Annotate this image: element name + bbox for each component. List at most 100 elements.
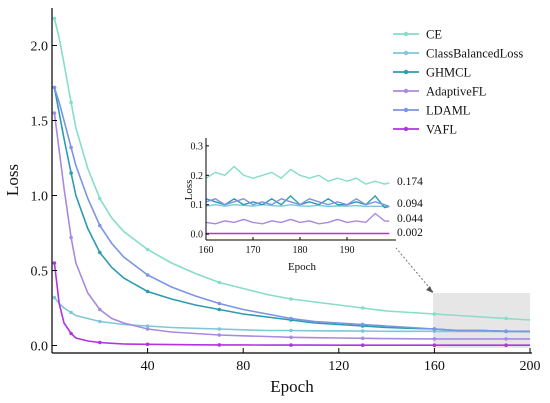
zoom-connector-arrowhead (426, 286, 433, 293)
series-point-vafl (504, 343, 508, 348)
inset-y-axis-label: Loss (183, 180, 195, 201)
series-point-ldaml (360, 322, 365, 327)
series-point-classbalancedloss (145, 324, 150, 328)
x-axis-label: Epoch (270, 377, 314, 396)
inset-series-group (205, 165, 390, 235)
legend-label-classbalancedloss: ClassBalancedLoss (426, 47, 523, 61)
series-point-vafl (98, 340, 102, 345)
legend-label-ldaml: LDAML (426, 104, 470, 118)
series-point-ce (360, 306, 365, 310)
series-point-ldaml (289, 316, 293, 321)
y-tick-label: 1.5 (31, 115, 49, 130)
inset-y-tick-label: 0.3 (191, 141, 204, 152)
inset-background (204, 140, 396, 240)
series-point-ce (69, 100, 73, 105)
series-point-adaptivefl (360, 336, 365, 341)
series-point-vafl (360, 343, 365, 348)
inset-end-value-label: 0.094 (397, 198, 423, 210)
series-point-ghmcl (69, 171, 73, 175)
legend-marker-ghmcl (403, 69, 409, 75)
series-point-ldaml (504, 329, 508, 334)
series-line-ldaml (53, 87, 531, 333)
inset-end-value-label: 0.002 (397, 227, 423, 239)
series-point-adaptivefl (432, 337, 437, 341)
inset-x-axis-label: Epoch (288, 261, 317, 273)
inset-ticks-group: 160 170 180 190 0.0 0.1 0.2 0.3 (191, 141, 355, 256)
series-point-ce (432, 312, 437, 316)
series-point-adaptivefl (504, 337, 508, 341)
series-point-vafl (289, 343, 293, 347)
series-point-ldaml (145, 273, 150, 277)
legend: CE ClassBalancedLoss GHMCL AdaptiveFL LDAML V… (393, 28, 523, 137)
series-point-ce (504, 316, 508, 321)
y-axis-label: Loss (3, 164, 22, 196)
main-ticks-group: 40 80 120 160 200 0.0 0.5 1.0 1.5 2.0 (31, 40, 541, 375)
y-tick-label: 0.0 (31, 340, 49, 355)
series-point-classbalancedloss (360, 329, 365, 333)
series-point-ce (217, 280, 222, 285)
series-point-ce (52, 16, 57, 21)
inset-y-tick-label: 0.0 (191, 230, 204, 241)
series-point-ce (289, 297, 293, 301)
series-point-ldaml (98, 223, 102, 228)
legend-label-vafl: VAFL (426, 123, 457, 137)
series-point-vafl (145, 342, 150, 347)
x-tick-label: 40 (141, 359, 155, 374)
legend-label-ce: CE (426, 28, 442, 42)
inset-end-value-label: 0.174 (397, 176, 423, 188)
series-point-ghmcl (217, 307, 222, 312)
inset-end-value-label: 0.044 (397, 213, 423, 225)
y-tick-label: 0.5 (31, 265, 49, 280)
inset-series-line-classbalancedloss (205, 203, 390, 208)
series-point-vafl (52, 261, 57, 265)
main-series-group (52, 16, 531, 348)
series-point-vafl (69, 331, 73, 336)
zoom-region-highlight (433, 293, 530, 348)
zoom-connector-line (395, 247, 434, 293)
inset-series-line-ldaml (205, 197, 390, 208)
inset-series-line-adaptivefl (205, 212, 390, 225)
series-point-ghmcl (98, 250, 102, 255)
inset-end-labels-group: 0.174 0.094 0.044 0.002 (397, 176, 423, 239)
x-tick-label: 200 (520, 359, 541, 374)
inset-y-tick-label: 0.1 (191, 200, 204, 211)
inset-x-tick-label: 180 (293, 245, 308, 256)
series-point-ldaml (69, 145, 73, 150)
series-point-classbalancedloss (289, 328, 293, 333)
series-point-classbalancedloss (98, 319, 102, 324)
legend-label-adaptivefl: AdaptiveFL (426, 85, 486, 99)
series-point-vafl (217, 343, 222, 347)
legend-label-ghmcl: GHMCL (426, 66, 471, 80)
legend-marker-ldaml (403, 107, 409, 113)
inset-y-tick-label: 0.2 (191, 171, 204, 182)
y-tick-label: 1.0 (31, 190, 49, 205)
series-point-adaptivefl (145, 327, 150, 331)
series-line-vafl (53, 262, 530, 347)
series-point-vafl (432, 343, 437, 348)
inset-x-tick-label: 190 (340, 245, 355, 256)
series-line-ce (53, 18, 531, 321)
series-point-adaptivefl (98, 307, 102, 312)
x-tick-label: 80 (236, 359, 250, 374)
legend-marker-adaptivefl (403, 88, 409, 94)
series-point-classbalancedloss (217, 327, 222, 331)
legend-marker-ce (403, 31, 409, 37)
inset-series-line-ce (205, 165, 390, 185)
series-point-classbalancedloss (69, 310, 73, 315)
series-point-adaptivefl (52, 111, 57, 115)
series-point-adaptivefl (217, 333, 222, 337)
series-point-adaptivefl (289, 335, 293, 340)
x-tick-label: 160 (424, 359, 445, 374)
series-point-ldaml (52, 85, 57, 90)
series-point-ghmcl (145, 289, 150, 294)
legend-marker-classbalancedloss (403, 50, 409, 56)
series-point-ce (98, 196, 102, 201)
inset-x-tick-label: 160 (199, 245, 214, 256)
series-point-ce (145, 247, 150, 252)
series-line-classbalancedloss (53, 297, 530, 333)
y-tick-label: 2.0 (31, 40, 49, 55)
inset-x-tick-label: 170 (246, 245, 261, 256)
series-point-ldaml (432, 327, 437, 331)
legend-marker-vafl (403, 126, 409, 132)
series-line-adaptivefl (53, 112, 530, 340)
